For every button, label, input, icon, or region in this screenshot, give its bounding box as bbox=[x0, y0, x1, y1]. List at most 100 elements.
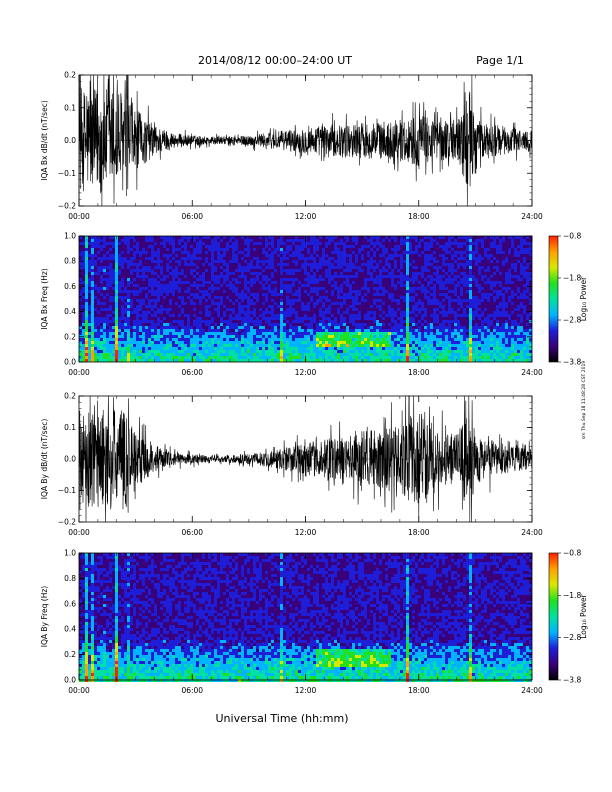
spectrogram-cell bbox=[193, 323, 196, 326]
spectrogram-cell bbox=[331, 356, 334, 359]
spectrogram-cell bbox=[244, 281, 247, 284]
spectrogram-cell bbox=[187, 302, 190, 305]
spectrogram-cell bbox=[250, 329, 253, 332]
spectrogram-cell bbox=[256, 353, 259, 356]
spectrogram-cell bbox=[250, 359, 253, 362]
y-tick-label: −0.2 bbox=[58, 202, 76, 211]
spectrogram-cell bbox=[214, 299, 217, 302]
spectrogram-cell bbox=[295, 314, 298, 317]
spectrogram-cell bbox=[217, 299, 220, 302]
spectrogram-cell bbox=[121, 245, 124, 248]
spectrogram-cell bbox=[145, 317, 148, 320]
spectrogram-cell bbox=[301, 266, 304, 269]
spectrogram-cell bbox=[313, 269, 316, 272]
spectrogram-cell bbox=[151, 245, 154, 248]
spectrogram-cell bbox=[82, 350, 85, 353]
spectrogram-cell bbox=[250, 302, 253, 305]
spectrogram-cell bbox=[166, 317, 169, 320]
spectrogram-cell bbox=[226, 245, 229, 248]
spectrogram-cell bbox=[109, 305, 112, 308]
spectrogram-cell bbox=[109, 320, 112, 323]
spectrogram-cell bbox=[235, 245, 238, 248]
spectrogram-cell bbox=[103, 272, 106, 275]
spectrogram-cell bbox=[85, 272, 88, 275]
spectrogram-cell bbox=[79, 311, 82, 314]
spectrogram-cell bbox=[328, 338, 331, 341]
spectrogram-cell bbox=[148, 251, 151, 254]
spectrogram-cell bbox=[133, 332, 136, 335]
spectrogram-cell bbox=[253, 266, 256, 269]
spectrogram-cell bbox=[262, 281, 265, 284]
spectrogram-cell bbox=[409, 329, 412, 332]
spectrogram-cell bbox=[253, 248, 256, 251]
spectrogram-cell bbox=[220, 338, 223, 341]
spectrogram-cell bbox=[181, 314, 184, 317]
spectrogram-cell bbox=[79, 236, 82, 239]
spectrogram-cell bbox=[271, 338, 274, 341]
spectrogram-cell bbox=[361, 353, 364, 356]
spectrogram-cell bbox=[421, 329, 424, 332]
spectrogram-cell bbox=[415, 239, 418, 242]
spectrogram-cell bbox=[406, 335, 409, 338]
spectrogram-cell bbox=[259, 314, 262, 317]
spectrogram-cell bbox=[196, 260, 199, 263]
spectrogram-cell bbox=[391, 284, 394, 287]
spectrogram-cell bbox=[130, 359, 133, 362]
spectrogram-cell bbox=[208, 308, 211, 311]
spectrogram-cell bbox=[343, 266, 346, 269]
spectrogram-cell bbox=[286, 344, 289, 347]
spectrogram-cell bbox=[376, 347, 379, 350]
spectrogram-cell bbox=[394, 278, 397, 281]
spectrogram-cell bbox=[184, 254, 187, 257]
spectrogram-cell bbox=[403, 305, 406, 308]
spectrogram-cell bbox=[292, 353, 295, 356]
spectrogram-cell bbox=[127, 254, 130, 257]
spectrogram-cell bbox=[124, 326, 127, 329]
spectrogram-cell bbox=[334, 281, 337, 284]
spectrogram-cell bbox=[130, 293, 133, 296]
spectrogram-cell bbox=[337, 245, 340, 248]
spectrogram-cell bbox=[361, 272, 364, 275]
spectrogram-cell bbox=[298, 269, 301, 272]
spectrogram-cell bbox=[298, 296, 301, 299]
spectrogram-cell bbox=[298, 260, 301, 263]
spectrogram-cell bbox=[118, 266, 121, 269]
spectrogram-cell bbox=[304, 308, 307, 311]
spectrogram-cell bbox=[103, 290, 106, 293]
spectrogram-cell bbox=[340, 299, 343, 302]
spectrogram-cell bbox=[148, 281, 151, 284]
spectrogram-cell bbox=[262, 353, 265, 356]
spectrogram-cell bbox=[298, 356, 301, 359]
spectrogram-cell bbox=[316, 305, 319, 308]
spectrogram-cell bbox=[157, 338, 160, 341]
spectrogram-cell bbox=[331, 311, 334, 314]
spectrogram-cell bbox=[361, 245, 364, 248]
spectrogram-cell bbox=[91, 341, 94, 344]
spectrogram-cell bbox=[400, 344, 403, 347]
spectrogram-cell bbox=[334, 311, 337, 314]
spectrogram-cell bbox=[202, 305, 205, 308]
spectrogram-cell bbox=[397, 323, 400, 326]
spectrogram-cell bbox=[268, 317, 271, 320]
spectrogram-cell bbox=[394, 251, 397, 254]
spectrogram-cell bbox=[97, 284, 100, 287]
spectrogram-cell bbox=[118, 239, 121, 242]
spectrogram-cell bbox=[244, 359, 247, 362]
spectrogram-cell bbox=[382, 266, 385, 269]
spectrogram-cell bbox=[289, 350, 292, 353]
spectrogram-cell bbox=[295, 326, 298, 329]
spectrogram-cell bbox=[277, 335, 280, 338]
spectrogram-cell bbox=[322, 299, 325, 302]
spectrogram-cell bbox=[415, 242, 418, 245]
spectrogram-cell bbox=[370, 329, 373, 332]
spectrogram-cell bbox=[355, 359, 358, 362]
spectrogram-cell bbox=[175, 299, 178, 302]
spectrogram-cell bbox=[301, 338, 304, 341]
spectrogram-cell bbox=[409, 293, 412, 296]
spectrogram-cell bbox=[97, 269, 100, 272]
spectrogram-cell bbox=[220, 269, 223, 272]
spectrogram-cell bbox=[184, 350, 187, 353]
spectrogram-cell bbox=[346, 350, 349, 353]
spectrogram-cell bbox=[274, 347, 277, 350]
spectrogram-cell bbox=[136, 284, 139, 287]
